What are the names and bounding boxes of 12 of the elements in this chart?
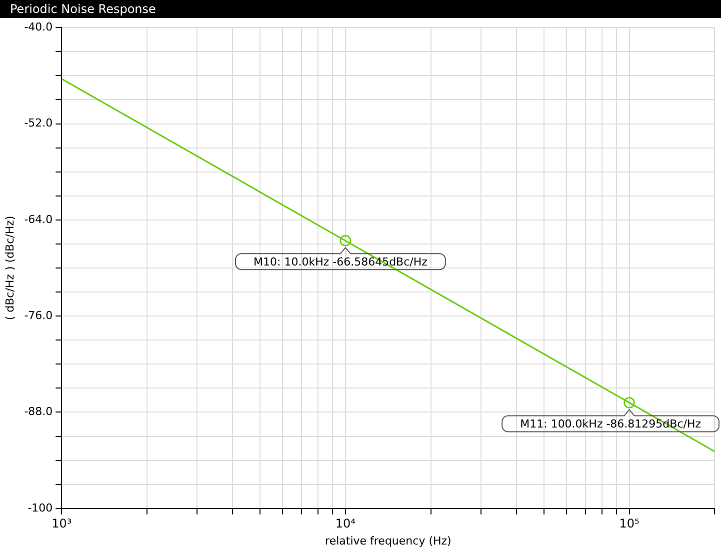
x-tick-label: 10³: [52, 516, 72, 531]
y-tick-label: -40.0: [24, 20, 53, 34]
y-tick-label: -100: [28, 501, 53, 514]
y-tick-label: -52.0: [24, 116, 53, 130]
chart-title: Periodic Noise Response: [0, 0, 721, 18]
y-axis-title: ( dBc/Hz ) (dBc/Hz): [3, 216, 16, 320]
x-axis-title: relative frequency (Hz): [325, 534, 452, 548]
y-tick-label: -64.0: [24, 212, 53, 226]
y-tick-label: -76.0: [24, 308, 53, 322]
x-tick-label: 10⁵: [619, 516, 640, 531]
y-tick-label: -88.0: [24, 405, 53, 418]
x-tick-label: 10⁴: [335, 516, 356, 531]
